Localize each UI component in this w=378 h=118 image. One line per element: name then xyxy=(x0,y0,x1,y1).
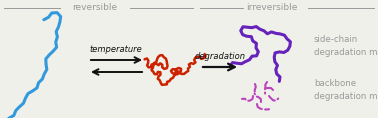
Text: irreversible: irreversible xyxy=(246,4,298,13)
Text: reversible: reversible xyxy=(73,4,118,13)
Text: temperature: temperature xyxy=(90,45,143,54)
Text: side-chain
degradation mechanisms: side-chain degradation mechanisms xyxy=(314,35,378,57)
Text: degradation: degradation xyxy=(195,52,245,61)
Text: backbone
degradation mechanisms: backbone degradation mechanisms xyxy=(314,79,378,101)
